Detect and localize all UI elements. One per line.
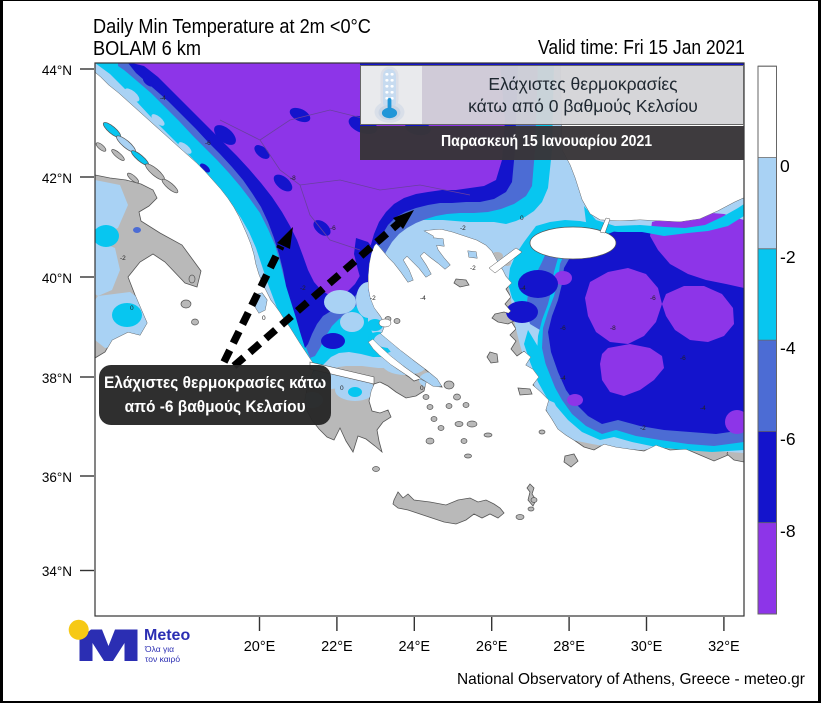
svg-text:-2: -2 [640,425,646,432]
svg-text:-4: -4 [420,295,426,302]
svg-text:-4: -4 [700,405,706,412]
svg-text:-4: -4 [560,375,566,382]
svg-text:-2: -2 [370,295,376,302]
svg-text:-2: -2 [300,285,306,292]
svg-text:-4: -4 [520,285,526,292]
svg-text:-2: -2 [470,265,476,272]
svg-text:0: 0 [340,385,344,392]
svg-text:-6: -6 [205,140,211,147]
svg-text:-6: -6 [560,325,566,332]
svg-text:-8: -8 [610,325,616,332]
svg-text:0: 0 [130,305,134,312]
svg-text:-4: -4 [160,95,166,102]
svg-text:0: 0 [262,315,266,322]
svg-text:-2: -2 [120,255,126,262]
svg-text:0: 0 [520,215,524,222]
svg-text:-6: -6 [680,355,686,362]
svg-text:-2: -2 [460,225,466,232]
svg-text:-8: -8 [290,175,296,182]
svg-text:-6: -6 [650,295,656,302]
svg-text:0: 0 [420,385,424,392]
svg-text:-6: -6 [330,225,336,232]
